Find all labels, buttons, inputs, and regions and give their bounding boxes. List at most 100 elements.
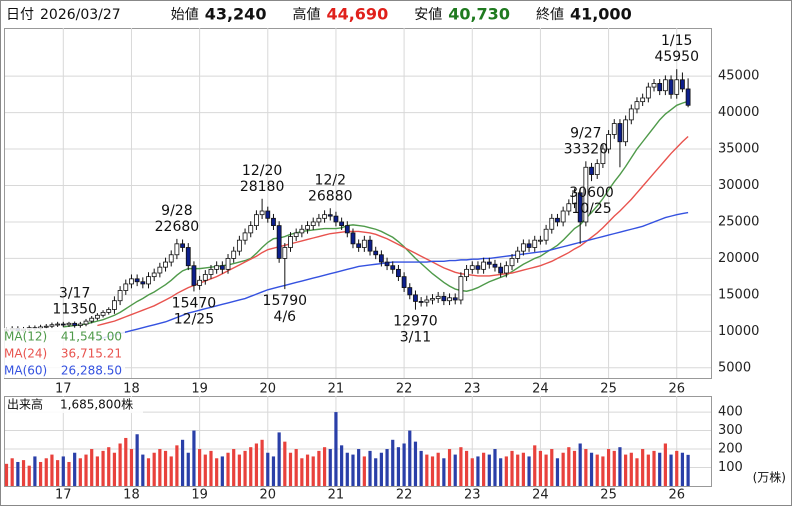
candle-body: [413, 294, 418, 302]
volume-bar: [101, 450, 105, 486]
annotation-value: 15790: [263, 293, 308, 309]
volume-bar: [408, 430, 412, 486]
volume-bar: [209, 450, 213, 486]
candle-body: [384, 261, 390, 267]
candle-body: [282, 247, 288, 259]
candle-body: [617, 123, 623, 143]
volume-bar: [124, 437, 128, 486]
candle-body: [310, 221, 316, 227]
volume-bar: [175, 445, 179, 486]
volume-bar: [453, 454, 457, 486]
legend-name: MA(60): [4, 364, 47, 378]
candle-body: [168, 254, 174, 263]
volume-bar: [163, 450, 168, 486]
volume-bar: [538, 450, 543, 486]
annotation-value: 30600: [569, 185, 614, 201]
candle-body: [577, 192, 583, 223]
candle-body: [486, 261, 492, 265]
y-tick-label: 5000: [718, 360, 751, 375]
volume-bar: [470, 458, 474, 486]
candle-body: [265, 210, 271, 219]
volume-bar: [419, 450, 423, 486]
volume-unit: (万株): [753, 470, 786, 485]
y-tick-label: 25000: [718, 214, 759, 229]
annotation-value: 22680: [155, 219, 200, 235]
x-tick-label: 26: [668, 382, 685, 397]
candle-body: [94, 314, 100, 319]
candle-body: [140, 281, 146, 285]
volume-bar: [44, 458, 48, 486]
volume-bar: [635, 458, 639, 486]
candle-body: [106, 309, 112, 313]
candle-body: [129, 278, 134, 285]
volume-bar: [482, 452, 486, 486]
header-value: 43,240: [205, 5, 267, 24]
annotation-date: 10/25: [571, 201, 611, 217]
volume-bar: [271, 456, 276, 486]
volume-bar: [107, 447, 111, 486]
candle-body: [208, 268, 214, 275]
volume-bar: [595, 454, 599, 486]
x-tick-label: 24: [532, 488, 549, 503]
volume-bar: [658, 452, 662, 486]
candle-body: [498, 266, 504, 274]
volume-bar: [368, 450, 372, 486]
candle-body: [628, 108, 634, 121]
candle-body: [254, 214, 259, 227]
volume-bar: [186, 452, 190, 486]
volume-bar: [198, 449, 202, 486]
candle-body: [396, 268, 401, 278]
volume-bar: [641, 449, 645, 486]
candle-body: [526, 243, 532, 248]
candle-body: [293, 232, 299, 237]
candle-body: [339, 221, 345, 227]
volume-bar: [413, 441, 418, 486]
candle-body: [452, 297, 458, 301]
y-tick-label: 10000: [718, 324, 759, 339]
volume-bar: [379, 452, 383, 486]
volume-bar: [516, 454, 520, 486]
candle-body: [163, 261, 168, 268]
candle-body: [430, 298, 435, 301]
candle-body: [123, 283, 129, 291]
volume-bar: [669, 454, 673, 486]
candle-body: [180, 243, 185, 248]
volume-bar: [561, 452, 565, 486]
volume-bar: [345, 452, 349, 486]
candle-body: [503, 265, 509, 274]
volume-bar: [152, 452, 156, 486]
x-tick-label: 19: [191, 382, 208, 397]
candle-body: [435, 295, 441, 299]
candle-body: [248, 225, 254, 234]
candle-body: [299, 228, 305, 234]
y-tick-label: 100: [718, 460, 743, 475]
y-tick-label: 300: [718, 423, 743, 438]
candle-body: [401, 276, 407, 288]
candle-body: [589, 166, 594, 175]
candle-body: [112, 300, 117, 310]
volume-bar: [311, 456, 315, 486]
candle-body: [657, 83, 663, 92]
annotation-date: 3/17: [59, 285, 90, 301]
legend-box: [2, 328, 125, 378]
candle-body: [373, 250, 379, 256]
volume-bar: [237, 454, 241, 486]
volume-bar: [646, 454, 650, 486]
candle-body: [458, 276, 464, 301]
volume-bar: [544, 454, 548, 486]
annotation-value: 33320: [564, 141, 609, 157]
candle-body: [197, 279, 203, 286]
volume-bar: [260, 439, 264, 486]
candle-body: [469, 265, 475, 270]
candle-body: [66, 322, 72, 326]
annotation-date: 1/15: [661, 33, 692, 49]
candle-body: [447, 297, 452, 302]
volume-bar: [16, 461, 20, 486]
candle-body: [600, 148, 606, 165]
candle-body: [543, 228, 549, 241]
volume-bar: [112, 452, 117, 486]
candle-body: [43, 325, 49, 328]
candle-body: [134, 278, 140, 283]
annotation-date: 12/2: [315, 172, 346, 188]
x-tick-label: 20: [260, 488, 277, 503]
